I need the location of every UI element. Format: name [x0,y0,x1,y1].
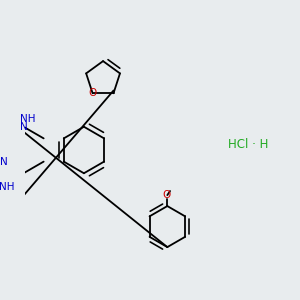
Text: NH: NH [20,114,35,124]
Text: N: N [0,157,7,166]
Text: O: O [163,190,171,200]
Text: NH: NH [0,182,14,193]
Text: O: O [88,88,97,98]
Text: N: N [20,122,27,132]
Text: HCl · H: HCl · H [228,138,268,151]
